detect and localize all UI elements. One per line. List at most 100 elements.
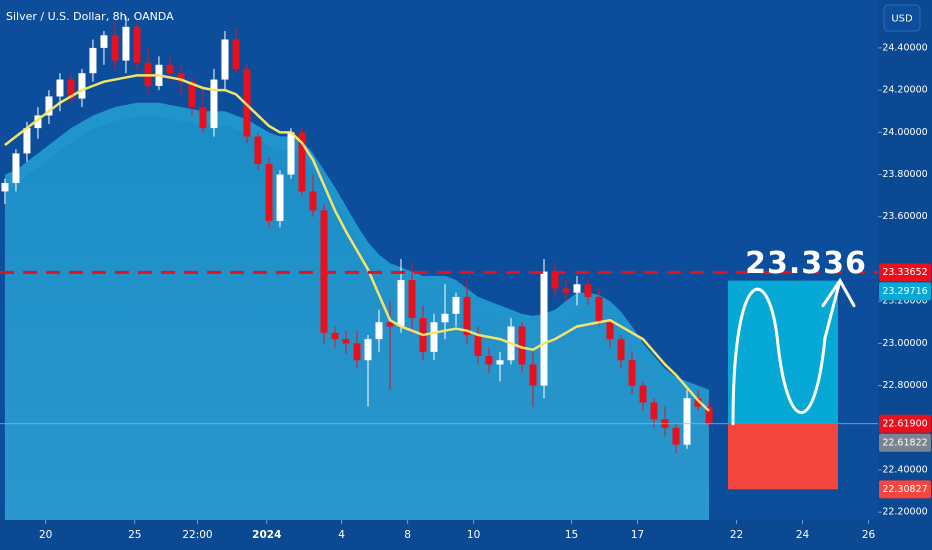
candle-body [584, 284, 592, 297]
chart-title: Silver / U.S. Dollar, 8h, OANDA [6, 10, 174, 23]
x-tick-label: 2024 [252, 529, 281, 541]
y-tick-label: 23.80000 [882, 169, 927, 180]
x-tick-label: 22 [730, 529, 743, 541]
candle-body [595, 296, 603, 323]
candle-body [408, 280, 416, 319]
candle-body [221, 39, 229, 80]
x-tick-label: 26 [862, 529, 876, 541]
candle-body [254, 136, 262, 164]
candle-body [672, 427, 680, 445]
candle-body [562, 288, 570, 293]
candle-body [430, 322, 438, 352]
candle-body [529, 364, 537, 386]
candle-body [694, 398, 702, 407]
candle-body [639, 385, 647, 403]
candle-body [243, 69, 251, 137]
candle-body [617, 339, 625, 361]
candle-body [78, 73, 86, 99]
y-tick-label: 22.20000 [882, 507, 927, 518]
price-label: 22.30827 [882, 484, 927, 495]
candle-body [474, 334, 482, 357]
candle-body [485, 356, 493, 365]
price-label-bg [879, 282, 931, 301]
candle-body [287, 132, 295, 175]
candle-body [650, 402, 658, 420]
x-tick-label: 25 [128, 529, 141, 541]
candle-body [111, 35, 119, 61]
candle-body [199, 106, 207, 129]
ma-line [4, 74, 710, 412]
price-label: 22.61822 [882, 437, 927, 448]
projection-up [728, 280, 838, 424]
projection-arrow [821, 277, 856, 308]
candle-body [683, 398, 691, 445]
price-label-bg [879, 480, 931, 499]
price-label-bg [879, 433, 931, 452]
candle-body [309, 191, 317, 211]
target-label: 23.336 [745, 246, 867, 281]
candle-body [56, 79, 64, 97]
candle-body [276, 174, 284, 221]
candle-body [122, 26, 130, 61]
candle-body [188, 81, 196, 107]
x-tick-label: 10 [467, 529, 480, 541]
x-axis-panel [0, 520, 932, 550]
candle-body [705, 406, 713, 424]
candle-body [441, 313, 449, 323]
price-label-bg [879, 263, 931, 282]
currency-button[interactable] [883, 4, 921, 32]
candle-body [177, 73, 185, 82]
candle-body [496, 360, 504, 365]
price-label-bg [879, 414, 931, 433]
candle-body [23, 128, 31, 154]
y-tick-label: 23.60000 [882, 211, 927, 222]
band-inner [4, 116, 710, 520]
candle-body [34, 115, 42, 129]
candle-body [375, 322, 383, 340]
candle-body [100, 35, 108, 48]
candle-body [353, 343, 361, 361]
x-tick-label: 8 [404, 529, 411, 541]
candle-body [210, 79, 218, 129]
x-tick-label: 15 [565, 529, 578, 541]
candle-body [331, 332, 339, 340]
candle-body [540, 271, 548, 386]
candle-body [133, 26, 141, 63]
x-tick-label: 17 [631, 529, 644, 541]
candle-body [573, 284, 581, 293]
x-tick-label: 22:00 [182, 529, 212, 541]
candle-body [397, 280, 405, 327]
candle-body [265, 163, 273, 221]
y-tick-label: 23.00000 [882, 338, 927, 349]
candle-body [628, 360, 636, 386]
x-tick-label: 4 [338, 529, 345, 541]
candle-body [551, 271, 559, 289]
candle-body [45, 96, 53, 116]
candle-body [298, 132, 306, 192]
candle-body [452, 296, 460, 314]
candle-body [606, 322, 614, 340]
y-tick-label: 23.20000 [882, 296, 927, 307]
y-tick-label: 24.00000 [882, 127, 927, 138]
x-tick-label: 20 [39, 529, 52, 541]
candle-body [166, 64, 174, 74]
y-tick-label: 24.20000 [882, 85, 927, 96]
x-tick-label: 24 [796, 529, 810, 541]
candle-body [89, 47, 97, 74]
projection-down [728, 423, 838, 490]
candle-body [364, 339, 372, 361]
candle-body [232, 39, 240, 70]
price-label: 23.33652 [882, 267, 927, 278]
y-tick-label: 22.40000 [882, 464, 927, 475]
price-label: 23.29716 [882, 286, 927, 297]
candle-body [386, 322, 394, 327]
y-tick-label: 22.80000 [882, 380, 927, 391]
currency[interactable]: USD [891, 14, 913, 25]
y-tick-label: 24.40000 [882, 42, 927, 53]
candle-body [463, 296, 471, 335]
price-label: 22.61900 [882, 418, 927, 429]
candle-body [1, 182, 9, 192]
candle-body [518, 326, 526, 365]
candle-body [12, 153, 20, 183]
